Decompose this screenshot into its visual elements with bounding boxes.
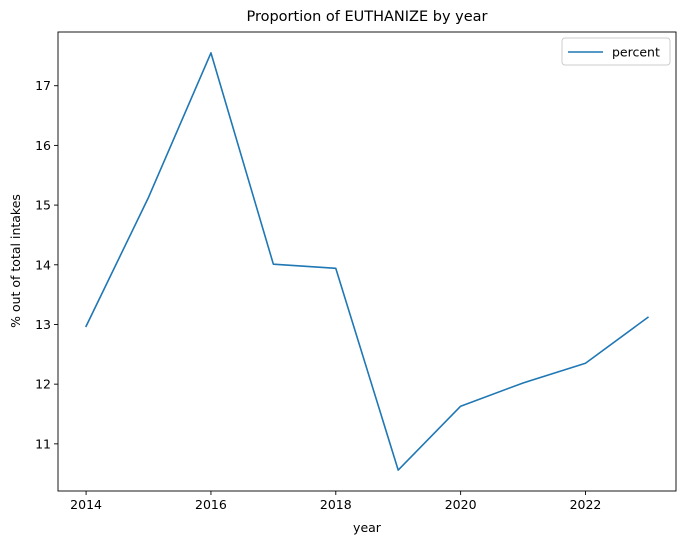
y-tick-label: 11: [35, 436, 51, 451]
series-line-percent: [85, 52, 650, 471]
y-tick-label: 12: [35, 377, 51, 392]
x-tick-label: 2018: [320, 497, 352, 512]
legend-label-percent: percent: [612, 45, 660, 60]
y-tick-label: 17: [35, 78, 51, 93]
x-tick-label: 2022: [570, 497, 602, 512]
series-layer: [85, 52, 650, 471]
chart-title: Proportion of EUTHANIZE by year: [246, 9, 487, 25]
y-tick-label: 16: [35, 138, 51, 153]
x-tick-label: 2016: [195, 497, 227, 512]
ticks-layer: 2014 2016 2018 2020 2022 11 12 13 14 15 16 17: [35, 78, 601, 512]
legend-box: [561, 37, 671, 66]
x-tick-label: 2014: [70, 497, 102, 512]
y-tick-label: 13: [35, 317, 51, 332]
y-tick-label: 15: [35, 198, 51, 213]
plot-frame: [57, 31, 677, 492]
x-axis-label: year: [353, 520, 382, 535]
legend: percent: [561, 37, 671, 66]
x-tick-label: 2020: [445, 497, 477, 512]
y-tick-label: 14: [35, 257, 51, 272]
y-axis-label: % out of total intakes: [8, 194, 23, 328]
